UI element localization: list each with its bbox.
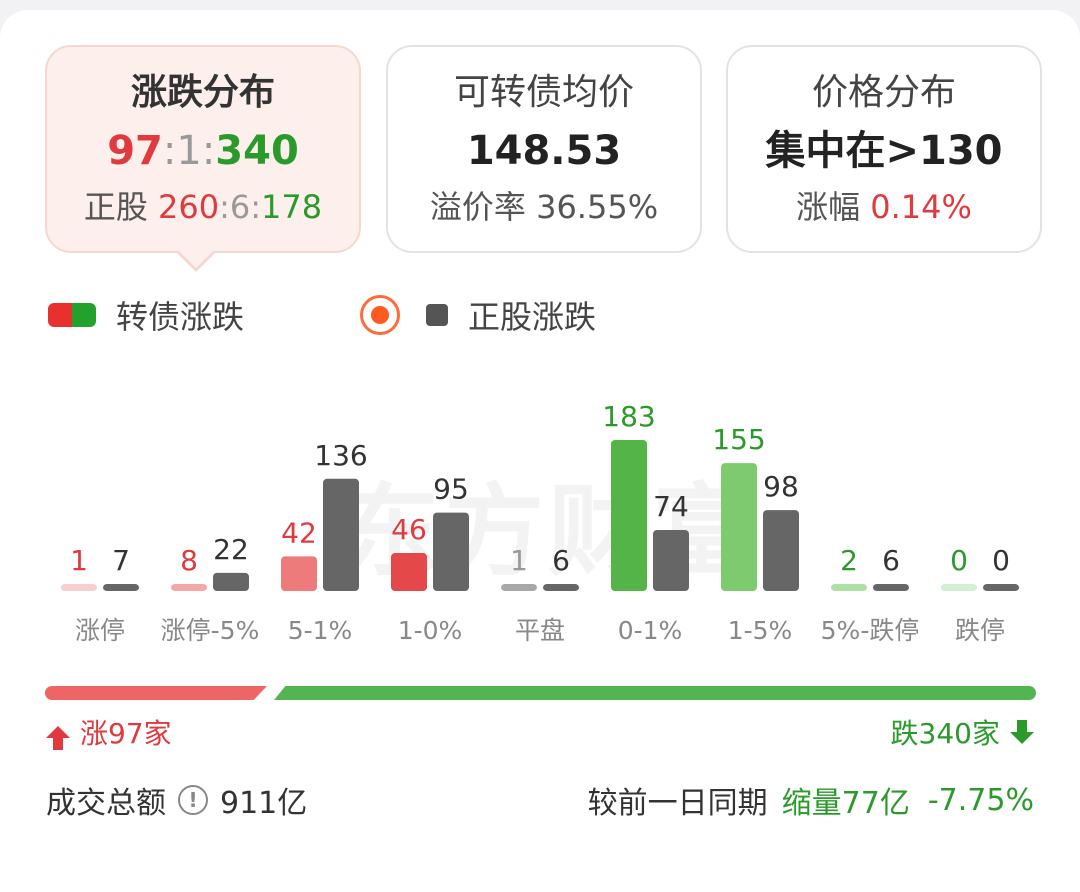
distribution-card[interactable]: 涨跌分布 97:1:340 正股 260:6:178 bbox=[45, 45, 361, 253]
premium-rate: 溢价率 36.55% bbox=[388, 185, 700, 229]
price-dist-value: 集中在>130 bbox=[765, 128, 1003, 174]
avg-price-value: 148.53 bbox=[466, 128, 622, 174]
bond-bar bbox=[281, 556, 317, 591]
red-green-swatch-icon bbox=[48, 303, 96, 327]
down-ratio-bar bbox=[274, 686, 1036, 700]
compare: 较前一日同期 缩量77亿 -7.75% bbox=[588, 778, 1034, 822]
compare-pct: -7.75% bbox=[927, 782, 1034, 818]
legend-stock-label: 正股涨跌 bbox=[468, 298, 597, 336]
stock-bar bbox=[323, 478, 359, 591]
bond-bar bbox=[501, 584, 537, 591]
legend-bond-label: 转债涨跌 bbox=[116, 298, 245, 336]
stock-flat-count: 6 bbox=[229, 188, 251, 226]
stock-label: 正股 bbox=[83, 188, 148, 226]
premium-label: 溢价率 bbox=[429, 188, 526, 226]
stock-value-label: 98 bbox=[763, 470, 799, 503]
bond-value-label: 1 bbox=[510, 544, 528, 577]
stock-ratio: 正股 260:6:178 bbox=[83, 188, 323, 226]
bond-bar bbox=[941, 584, 977, 591]
grey-square-swatch-icon bbox=[426, 304, 448, 326]
stock-value-label: 6 bbox=[552, 544, 570, 577]
down-summary-text: 跌340家 bbox=[890, 717, 1000, 750]
up-summary: 涨97家 bbox=[46, 712, 172, 752]
stock-value-label: 6 bbox=[882, 544, 900, 577]
bond-bar bbox=[391, 553, 427, 591]
up-summary-text: 涨97家 bbox=[80, 717, 172, 750]
info-icon[interactable]: ! bbox=[178, 785, 208, 815]
category-label: 1-5% bbox=[728, 616, 793, 645]
bond-bar bbox=[171, 584, 207, 591]
up-ratio-bar bbox=[45, 686, 267, 700]
stock-bar bbox=[433, 512, 469, 591]
legend-stock-toggle[interactable]: 正股涨跌 bbox=[360, 292, 596, 338]
stock-up-count: 260 bbox=[158, 188, 220, 226]
avg-price-title: 可转债均价 bbox=[453, 72, 634, 113]
change-label: 涨幅 bbox=[796, 188, 861, 226]
price-dist-title: 价格分布 bbox=[811, 72, 956, 113]
compare-label: 较前一日同期 bbox=[587, 786, 768, 821]
bond-up-count: 97 bbox=[107, 128, 163, 174]
bond-flat-count: 1 bbox=[176, 128, 202, 174]
stock-value-label: 7 bbox=[112, 544, 130, 577]
bond-bar bbox=[831, 584, 867, 591]
stock-value-label: 95 bbox=[433, 473, 469, 506]
bond-value-label: 2 bbox=[840, 544, 858, 577]
compare-change: 缩量77亿 bbox=[781, 786, 910, 821]
stock-value-label: 0 bbox=[992, 544, 1010, 577]
turnover-label: 成交总额 bbox=[46, 786, 166, 821]
price-dist-card[interactable]: 价格分布 集中在>130 涨幅 0.14% bbox=[726, 45, 1042, 253]
turnover-value: 911亿 bbox=[220, 786, 308, 821]
category-label: 涨停-5% bbox=[161, 616, 260, 645]
price-change: 涨幅 0.14% bbox=[728, 185, 1040, 229]
stock-value-label: 136 bbox=[314, 439, 367, 472]
premium-value: 36.55% bbox=[536, 188, 659, 226]
change-value: 0.14% bbox=[870, 188, 972, 226]
bond-value-label: 183 bbox=[602, 400, 655, 433]
distribution-title: 涨跌分布 bbox=[130, 72, 275, 113]
bond-down-count: 340 bbox=[215, 128, 299, 174]
category-label: 5%-跌停 bbox=[821, 616, 920, 645]
category-label: 5-1% bbox=[288, 616, 353, 645]
bond-bar bbox=[611, 440, 647, 591]
bond-value-label: 155 bbox=[712, 423, 765, 456]
stock-bar bbox=[543, 584, 579, 591]
down-summary: 跌340家 bbox=[891, 712, 1034, 752]
stock-bar bbox=[983, 584, 1019, 591]
legend-bond: 转债涨跌 bbox=[48, 292, 244, 338]
bond-value-label: 1 bbox=[70, 544, 88, 577]
stock-value-label: 22 bbox=[213, 533, 249, 566]
up-arrow-icon bbox=[46, 726, 70, 750]
bond-value-label: 42 bbox=[281, 516, 317, 549]
radio-selected-icon[interactable] bbox=[360, 295, 400, 335]
bond-bar bbox=[721, 463, 757, 591]
stock-value-label: 74 bbox=[653, 490, 689, 523]
bond-value-label: 46 bbox=[391, 513, 427, 546]
active-card-pointer bbox=[176, 250, 216, 272]
bond-value-label: 0 bbox=[950, 544, 968, 577]
stock-bar bbox=[653, 529, 689, 591]
category-label: 1-0% bbox=[398, 616, 463, 645]
stock-bar bbox=[763, 510, 799, 591]
avg-price-card[interactable]: 可转债均价 148.53 溢价率 36.55% bbox=[386, 45, 702, 253]
stock-bar bbox=[873, 584, 909, 591]
category-label: 0-1% bbox=[618, 616, 683, 645]
stock-down-count: 178 bbox=[261, 188, 323, 226]
category-label: 平盘 bbox=[515, 616, 565, 645]
down-arrow-icon bbox=[1010, 720, 1034, 744]
bond-value-label: 8 bbox=[180, 544, 198, 577]
stock-bar bbox=[213, 572, 249, 591]
turnover: 成交总额 ! 911亿 bbox=[46, 778, 307, 822]
bond-bar bbox=[61, 584, 97, 591]
category-label: 涨停 bbox=[75, 616, 125, 645]
category-label: 跌停 bbox=[955, 616, 1005, 645]
distribution-ratio: 97:1:340 bbox=[107, 128, 299, 174]
stock-bar bbox=[103, 584, 139, 591]
